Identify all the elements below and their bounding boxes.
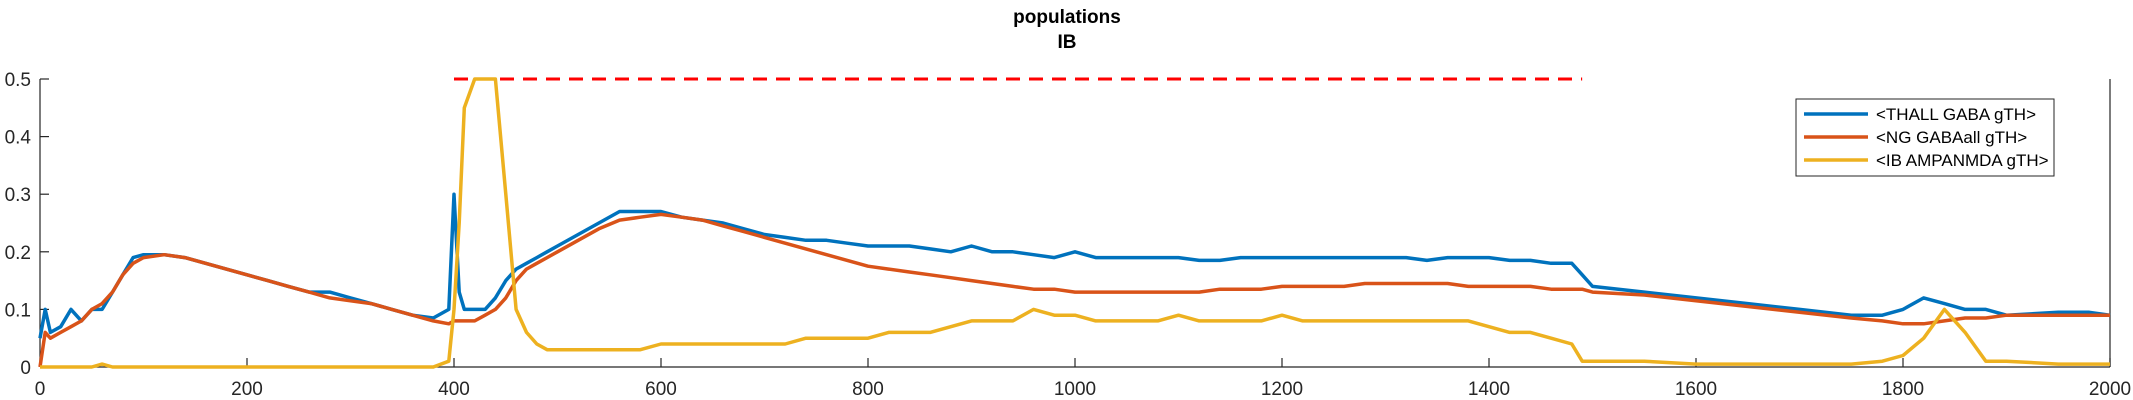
x-tick-label: 1400 — [1468, 379, 1510, 400]
y-tick-label: 0.4 — [5, 128, 32, 149]
y-tick-label: 0 — [20, 358, 31, 379]
x-tick-label: 2000 — [2089, 379, 2131, 400]
chart-legend: <THALL GABA gTH> <NG GABAall gTH> <IB AMPA… — [1795, 98, 2055, 177]
chart-subtitle: IB — [1058, 32, 1077, 53]
legend-entry-ng-gabaall: <NG GABAall gTH> — [1804, 128, 2027, 147]
x-tick-label: 0 — [35, 379, 46, 400]
series-layer — [38, 77, 2111, 369]
legend-items: <THALL GABA gTH> <NG GABAall gTH> <IB AMPA… — [1804, 105, 2049, 170]
legend-label: <NG GABAall gTH> — [1876, 128, 2027, 147]
x-tick-label: 1200 — [1261, 379, 1303, 400]
y-tick-label: 0.3 — [5, 185, 31, 206]
x-tick-label: 200 — [231, 379, 263, 400]
legend-label: <THALL GABA gTH> — [1876, 105, 2036, 124]
x-tick-label: 1800 — [1882, 379, 1924, 400]
x-tick-label: 600 — [645, 379, 677, 400]
x-tick-label: 400 — [438, 379, 470, 400]
y-tick-label: 0.5 — [5, 70, 31, 91]
legend-entry-ib-ampanmda: <IB AMPANMDA gTH> — [1804, 151, 2049, 170]
x-tick-label: 1600 — [1675, 379, 1717, 400]
ib-ampanmda-series-line — [40, 77, 2110, 369]
x-axis-ticks: 0 200 400 600 800 1000 1200 1400 1600 1800 2000 — [35, 358, 2131, 400]
legend-entry-thall-gaba: <THALL GABA gTH> — [1804, 105, 2036, 124]
y-axis-ticks: 0 0.1 0.2 0.3 0.4 0.5 — [5, 70, 49, 379]
ng-gabaall-series-line — [38, 212, 2110, 368]
x-tick-label: 1000 — [1054, 379, 1096, 400]
x-tick-label: 800 — [852, 379, 884, 400]
y-tick-label: 0.1 — [5, 300, 31, 321]
y-tick-label: 0.2 — [5, 243, 31, 264]
legend-label: <IB AMPANMDA gTH> — [1876, 151, 2049, 170]
chart-title: populations — [1013, 7, 1121, 28]
